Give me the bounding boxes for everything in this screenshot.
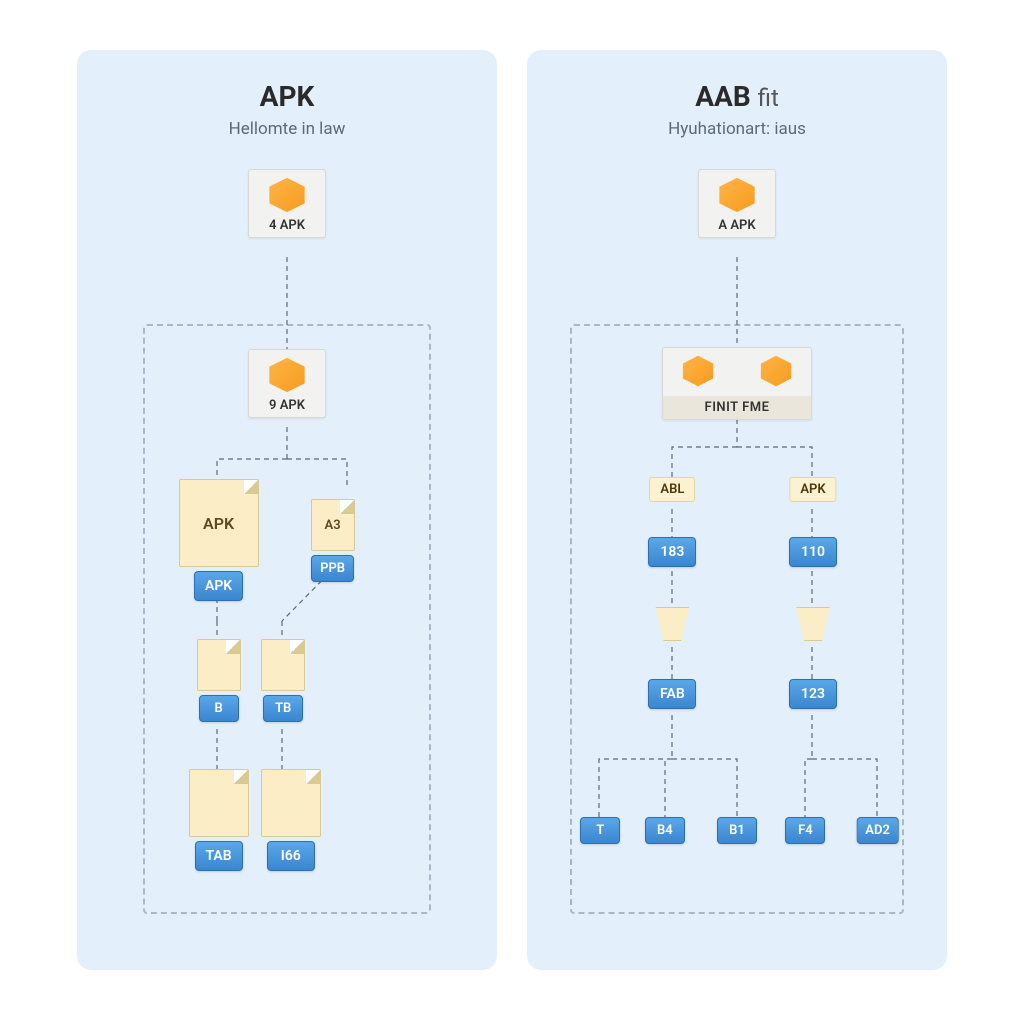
apk-mid-label: 9 APK — [253, 398, 321, 413]
apk-doc-b-stack: A3 PPB — [311, 499, 355, 582]
apk-root-label: 4 APK — [253, 218, 321, 233]
aab-subtitle: Hyuhationart: iaus — [547, 119, 927, 139]
bucket-icon — [793, 607, 833, 641]
aab-chip-b: APK — [789, 477, 836, 502]
aab-num-a: 183 — [648, 537, 696, 567]
package-box-icon — [758, 354, 794, 388]
aab-leaf-0: T — [580, 817, 620, 844]
apk-tag-a: APK — [194, 571, 243, 601]
apk-mid-package: 9 APK — [248, 349, 326, 418]
aab-title-text: AAB — [695, 80, 751, 113]
aab-panel: AAB fit Hyuhationart: iaus A APK — [527, 50, 947, 970]
package-box-icon — [266, 356, 308, 394]
apk-r2-b: TB — [261, 639, 305, 722]
aab-bundle-label: FINIT FME — [663, 396, 811, 419]
aab-leaf-4: AD2 — [856, 817, 899, 844]
package-box-icon — [680, 354, 716, 388]
package-box-icon — [266, 176, 308, 214]
file-icon — [197, 639, 241, 691]
file-icon — [261, 769, 321, 837]
apk-doc-a-stack: APK APK — [179, 479, 259, 601]
aab-mid-tag-a: FAB — [648, 679, 696, 709]
apk-r3-b: I66 — [261, 769, 321, 871]
apk-panel: APK Hellomte in law 4 APK 9 APK — [77, 50, 497, 970]
apk-r2-a: B — [197, 639, 241, 722]
apk-title-text: APK — [260, 80, 315, 113]
file-icon — [189, 769, 249, 837]
aab-root-label: A APK — [703, 218, 771, 233]
apk-r2-tag-b: TB — [263, 695, 303, 722]
apk-canvas: 4 APK 9 APK APK APK A3 PPB — [97, 169, 477, 929]
apk-r3-tag-a: TAB — [195, 841, 243, 871]
apk-r3-tag-b: I66 — [267, 841, 315, 871]
aab-chip-a: ABL — [649, 477, 695, 502]
apk-r3-a: TAB — [189, 769, 249, 871]
aab-title: AAB fit — [547, 80, 927, 113]
aab-title-suffix: fit — [758, 84, 779, 112]
aab-bundle: FINIT FME — [662, 347, 812, 420]
apk-header: APK Hellomte in law — [97, 80, 477, 139]
apk-doc-a: APK — [179, 479, 259, 567]
apk-root-package: 4 APK — [248, 169, 326, 238]
apk-subtitle: Hellomte in law — [97, 119, 477, 139]
aab-leaf-1: B4 — [645, 817, 685, 844]
aab-leaf-2: B1 — [717, 817, 757, 844]
aab-canvas: A APK FINIT FME ABL APK 183 110 — [547, 169, 927, 929]
aab-mid-tag-b: 123 — [789, 679, 837, 709]
aab-header: AAB fit Hyuhationart: iaus — [547, 80, 927, 139]
file-icon — [261, 639, 305, 691]
package-box-icon — [716, 176, 758, 214]
apk-title: APK — [97, 80, 477, 113]
apk-tag-b: PPB — [311, 555, 354, 582]
aab-leaf-3: F4 — [785, 817, 825, 844]
aab-num-b: 110 — [789, 537, 837, 567]
apk-r2-tag-a: B — [199, 695, 239, 722]
apk-doc-b: A3 — [311, 499, 355, 551]
bucket-icon — [652, 607, 692, 641]
aab-root-package: A APK — [698, 169, 776, 238]
